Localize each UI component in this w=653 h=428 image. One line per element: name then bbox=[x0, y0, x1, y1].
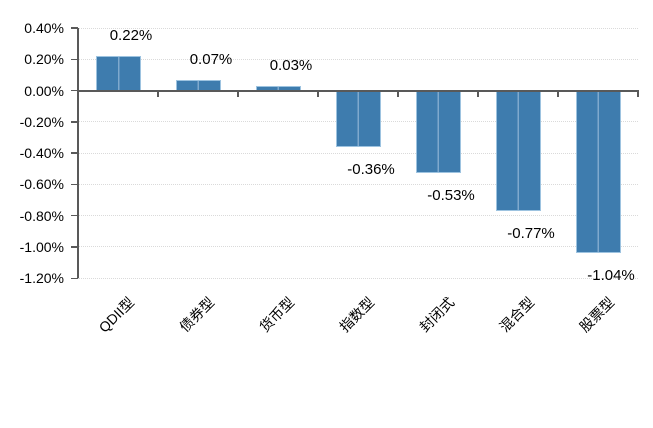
gridline bbox=[78, 277, 638, 279]
gridline bbox=[78, 27, 638, 29]
y-tick-label: -1.00% bbox=[19, 238, 64, 255]
bar-value-label: -0.36% bbox=[347, 160, 395, 178]
y-tick bbox=[71, 121, 78, 123]
bar bbox=[95, 56, 141, 90]
category-tick bbox=[237, 91, 239, 97]
category-label: QDII型 bbox=[95, 294, 138, 336]
category-tick bbox=[477, 91, 479, 97]
gridline bbox=[78, 215, 638, 217]
y-tick-label: 0.20% bbox=[24, 51, 64, 68]
category-label: 指数型 bbox=[336, 294, 378, 336]
y-tick bbox=[71, 246, 78, 248]
category-tick bbox=[317, 91, 319, 97]
y-tick-label: -0.40% bbox=[19, 145, 64, 162]
gridline bbox=[78, 246, 638, 248]
category-tick bbox=[557, 91, 559, 97]
category-label: 债券型 bbox=[176, 294, 218, 336]
bar-value-label: -0.53% bbox=[427, 187, 475, 205]
bar-value-label: 0.22% bbox=[109, 27, 153, 45]
bar bbox=[255, 85, 301, 90]
bar bbox=[495, 91, 541, 211]
y-tick bbox=[71, 277, 78, 279]
category-label: 混合型 bbox=[496, 294, 538, 336]
bar bbox=[575, 91, 621, 254]
bar-value-label: 0.03% bbox=[269, 56, 313, 74]
y-tick-label: -0.80% bbox=[19, 207, 64, 224]
gridline bbox=[78, 183, 638, 185]
category-tick bbox=[157, 91, 159, 97]
bar bbox=[415, 91, 461, 174]
bar bbox=[335, 91, 381, 147]
x-axis-zero-line bbox=[77, 89, 639, 92]
category-label: 股票型 bbox=[576, 294, 618, 336]
y-tick-label: -0.20% bbox=[19, 113, 64, 130]
category-tick bbox=[397, 91, 399, 97]
gridline bbox=[78, 58, 638, 60]
category-label: 货币型 bbox=[256, 294, 298, 336]
y-tick bbox=[71, 27, 78, 29]
y-tick bbox=[71, 214, 78, 217]
category-label: 封闭式 bbox=[416, 294, 458, 336]
y-tick-label: -1.20% bbox=[19, 270, 64, 287]
bar-value-label: 0.07% bbox=[189, 50, 233, 68]
y-tick bbox=[71, 89, 78, 92]
y-tick bbox=[71, 58, 78, 61]
y-tick-label: 0.40% bbox=[24, 20, 64, 36]
bar-value-label: -0.77% bbox=[507, 224, 555, 242]
y-tick-label: 0.00% bbox=[24, 82, 64, 99]
gridline bbox=[78, 152, 638, 154]
y-tick bbox=[71, 183, 78, 186]
category-tick bbox=[637, 91, 639, 97]
bar bbox=[175, 79, 221, 90]
category-tick bbox=[77, 91, 79, 97]
y-tick bbox=[71, 152, 78, 154]
y-tick-label: -0.60% bbox=[19, 176, 64, 193]
bar-value-label: -1.04% bbox=[587, 267, 635, 285]
y-axis bbox=[77, 28, 79, 279]
